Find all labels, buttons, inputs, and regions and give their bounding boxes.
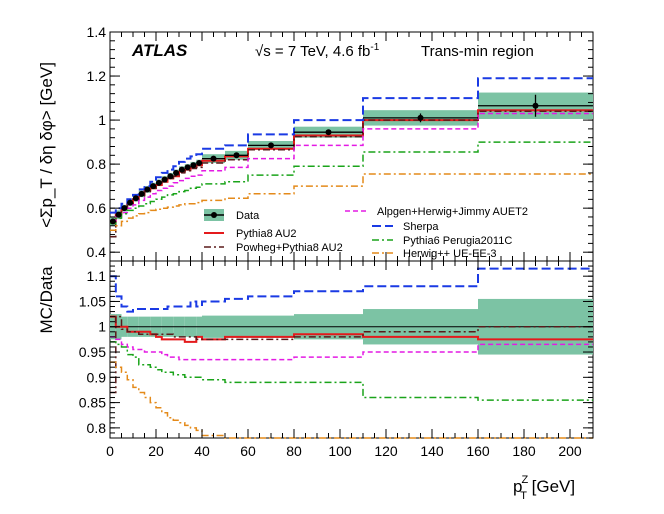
sherpa-line xyxy=(110,77,593,214)
top-y-axis-title: <Σp_T / δη δφ> [GeV] xyxy=(37,62,56,228)
x-tick-label: 160 xyxy=(466,443,490,459)
x-axis-title-main: p xyxy=(513,477,522,496)
x-tick-label: 0 xyxy=(106,443,114,459)
data-point xyxy=(144,186,151,193)
x-axis-title-sup: Z xyxy=(521,474,528,486)
y-tick-label: 0.6 xyxy=(87,200,107,216)
energy-sup: -1 xyxy=(370,42,379,53)
alpgen-herwig-jimmy-auet2-ratio-line xyxy=(110,336,593,361)
y-tick-label: 0.95 xyxy=(79,344,106,360)
top-panel-frame xyxy=(109,31,594,262)
y-tick-label: 1.05 xyxy=(79,293,106,309)
atlas-label: ATLAS xyxy=(131,41,188,60)
alpgen-herwig-jimmy-auet2-line xyxy=(110,112,593,225)
data-point xyxy=(155,179,162,186)
data-point xyxy=(268,142,274,149)
energy-text: √s = 7 TeV, 4.6 fb xyxy=(255,43,370,60)
x-tick-label: 20 xyxy=(148,443,164,459)
legend-data-marker xyxy=(211,212,217,218)
data-point xyxy=(167,173,174,180)
x-tick-label: 40 xyxy=(194,443,210,459)
y-tick-label: 1 xyxy=(98,112,106,128)
sherpa-ratio-line xyxy=(110,267,593,313)
data-point xyxy=(150,183,157,190)
data-point xyxy=(115,211,122,218)
herwig-ue-ee-3-line xyxy=(110,173,593,231)
data-point xyxy=(138,190,145,197)
data-point xyxy=(173,169,180,176)
powheg-pythia8-au2-ratio-line xyxy=(110,315,593,394)
data-point xyxy=(325,129,332,136)
bottom-y-axis-title: MC/Data xyxy=(37,266,56,334)
legend: Data Pythia8 AU2 Powheg+Pythia8 AU2 Alpg… xyxy=(204,206,528,260)
energy-label: √s = 7 TeV, 4.6 fb-1 xyxy=(255,42,380,60)
legend-powheg-label: Powheg+Pythia8 AU2 xyxy=(236,242,343,254)
data-point xyxy=(184,164,191,171)
x-axis-title: pZ T [GeV] xyxy=(513,474,575,502)
x-tick-label: 100 xyxy=(328,443,352,459)
legend-herwig-label: Herwig++ UE-EE-3 xyxy=(403,248,497,260)
legend-alpgen-label: Alpgen+Herwig+Jimmy AUET2 xyxy=(377,206,528,218)
x-axis-title-sub: T xyxy=(520,490,527,502)
data-point xyxy=(233,152,240,159)
data-point xyxy=(190,162,197,169)
data-point xyxy=(417,114,424,121)
pythia8-au2-ratio-line xyxy=(110,315,593,343)
x-tick-label: 180 xyxy=(512,443,536,459)
y-tick-label: 0.9 xyxy=(87,369,107,385)
y-tick-label: 0.8 xyxy=(87,156,107,172)
data-point xyxy=(109,218,116,225)
data-point xyxy=(127,199,134,206)
x-axis-title-unit: [GeV] xyxy=(527,477,575,496)
data-point xyxy=(132,195,139,202)
y-tick-label: 1 xyxy=(98,319,106,335)
pythia6-perugia2011c-ratio-line xyxy=(110,341,593,401)
x-tick-label: 80 xyxy=(286,443,302,459)
data-point xyxy=(196,160,203,167)
x-tick-label: 60 xyxy=(240,443,256,459)
legend-sherpa-label: Sherpa xyxy=(403,221,439,233)
data-point xyxy=(161,176,168,183)
x-tick-label: 120 xyxy=(374,443,398,459)
pythia6-perugia2011c-line xyxy=(110,141,593,225)
region-label: Trans-min region xyxy=(421,43,534,60)
y-tick-label: 0.85 xyxy=(79,395,106,411)
legend-pythia8-label: Pythia8 AU2 xyxy=(236,228,297,240)
x-tick-label: 200 xyxy=(558,443,582,459)
y-tick-label: 0.4 xyxy=(87,244,107,260)
data-point xyxy=(210,155,217,162)
data-point xyxy=(121,205,128,212)
y-tick-label: 0.8 xyxy=(87,420,107,436)
legend-data-label: Data xyxy=(236,210,260,222)
x-tick-label: 140 xyxy=(420,443,444,459)
data-point xyxy=(532,102,539,109)
legend-pythia6-label: Pythia6 Perugia2011C xyxy=(403,235,512,247)
data-point xyxy=(178,166,185,173)
y-tick-label: 1.1 xyxy=(87,268,107,284)
y-tick-label: 1.2 xyxy=(87,68,107,84)
y-tick-label: 1.4 xyxy=(87,24,107,40)
